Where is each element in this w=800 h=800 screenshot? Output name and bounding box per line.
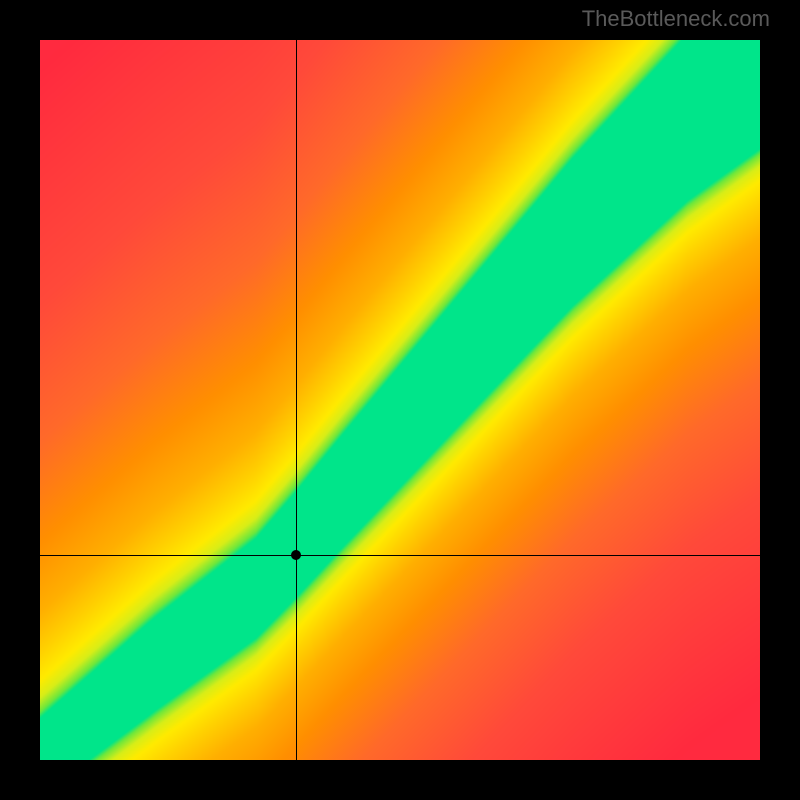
heatmap-canvas xyxy=(40,40,760,760)
crosshair-vertical xyxy=(296,40,297,760)
watermark-text: TheBottleneck.com xyxy=(582,6,770,32)
crosshair-horizontal xyxy=(40,555,760,556)
selected-point-marker xyxy=(291,550,301,560)
bottleneck-heatmap xyxy=(40,40,760,760)
